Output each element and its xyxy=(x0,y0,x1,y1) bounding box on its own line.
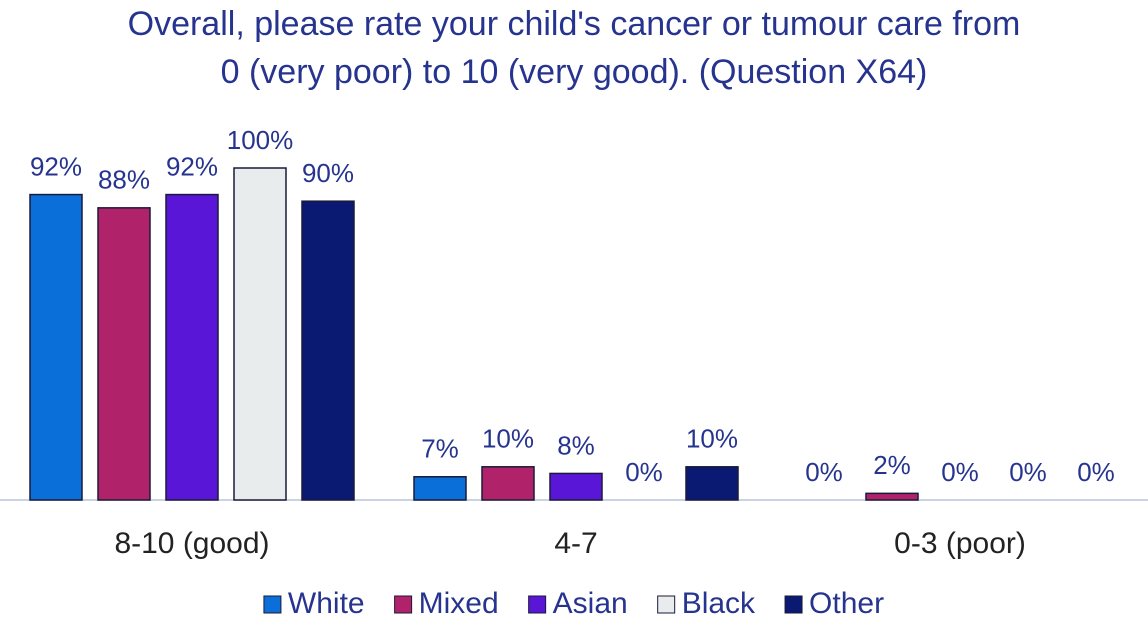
legend-swatch xyxy=(263,595,282,614)
data-label: 0% xyxy=(1009,457,1047,487)
data-label: 10% xyxy=(482,424,534,454)
bar xyxy=(549,472,603,501)
legend-label: Asian xyxy=(553,587,628,620)
bar xyxy=(97,207,151,501)
data-label: 0% xyxy=(1077,457,1115,487)
data-label: 2% xyxy=(873,450,911,480)
legend-label: Mixed xyxy=(419,587,499,620)
data-label: 92% xyxy=(166,151,218,181)
legend-swatch xyxy=(657,595,676,614)
x-tick-label: 4-7 xyxy=(554,527,597,560)
legend-swatch xyxy=(394,595,413,614)
legend-swatch xyxy=(528,595,547,614)
bar xyxy=(301,200,355,501)
legend-label: Black xyxy=(682,587,756,620)
bar xyxy=(165,193,219,501)
data-label: 0% xyxy=(805,457,843,487)
data-label: 0% xyxy=(941,457,979,487)
data-label: 90% xyxy=(302,158,354,188)
legend-label: White xyxy=(288,587,365,620)
bar xyxy=(481,466,535,501)
data-label: 7% xyxy=(421,434,459,464)
legend-swatch xyxy=(784,595,803,614)
chart-title: Overall, please rate your child's cancer… xyxy=(127,5,1021,91)
x-tick-label: 0-3 (poor) xyxy=(894,527,1026,560)
bar xyxy=(865,492,919,501)
data-label: 100% xyxy=(227,125,294,155)
data-label: 88% xyxy=(98,165,150,195)
legend-label: Other xyxy=(809,587,884,620)
data-label: 92% xyxy=(30,151,82,181)
data-label: 0% xyxy=(625,457,663,487)
bar xyxy=(413,476,467,501)
x-tick-label: 8-10 (good) xyxy=(114,527,269,560)
data-label: 8% xyxy=(557,430,595,460)
data-label: 10% xyxy=(686,424,738,454)
bar xyxy=(29,193,83,501)
bar xyxy=(685,466,739,501)
bar xyxy=(233,167,287,501)
